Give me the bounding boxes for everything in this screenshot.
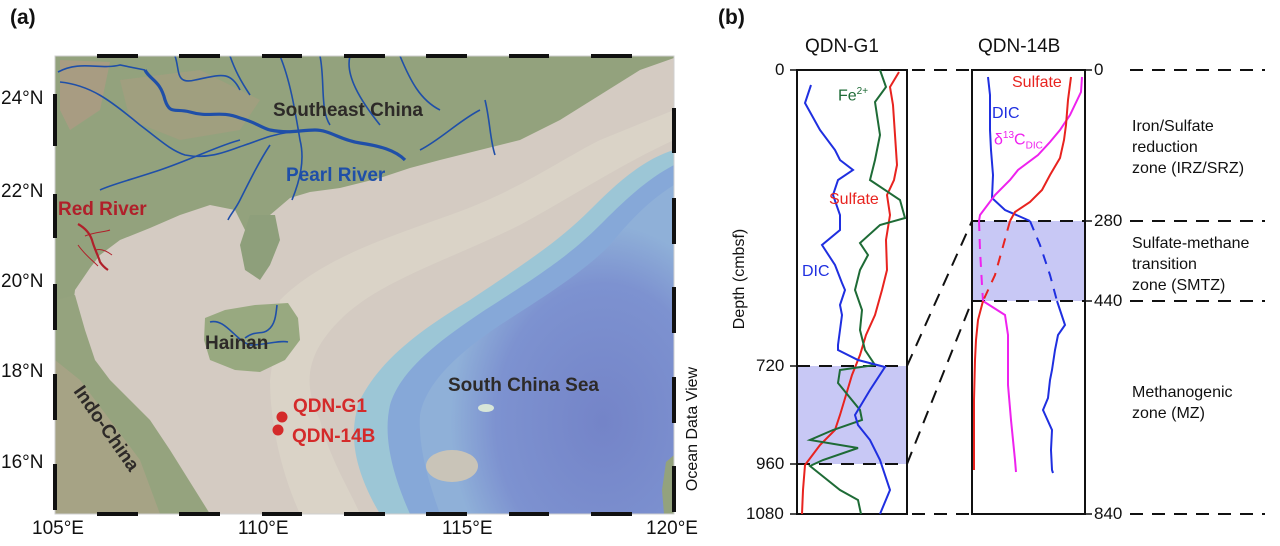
14b-label-dic: DIC (992, 105, 1020, 122)
14b-label-sulfate: Sulfate (1012, 74, 1062, 91)
panel-b-label: (b) (718, 6, 745, 29)
14b-depth-280: 280 (1094, 211, 1123, 230)
label-site-qdn-14b: QDN-14B (292, 426, 376, 447)
label-red-river: Red River (58, 199, 147, 220)
14b-label-d13c-dic: δ13CDIC (994, 130, 1043, 152)
g1-label-dic: DIC (802, 263, 830, 280)
g1-depth-0: 0 (775, 60, 785, 79)
g1-label-fe: Fe2+ (838, 86, 869, 105)
credit-ocean-data-view: Ocean Data View (684, 366, 701, 492)
14b-depth-0: 0 (1094, 60, 1104, 79)
lon-tick-120e: 120°E (646, 518, 698, 539)
lat-tick-20n: 20°N (1, 271, 44, 292)
lat-tick-22n: 22°N (1, 181, 44, 202)
g1-label-sulfate: Sulfate (829, 191, 879, 208)
14b-depth-440: 440 (1094, 291, 1123, 310)
panel-a-label: (a) (10, 6, 36, 29)
g1-depth-960: 960 (756, 454, 785, 473)
core-title-qdn-14b: QDN-14B (978, 36, 1061, 57)
label-pearl-river: Pearl River (286, 165, 386, 186)
lon-tick-110e: 110°E (238, 518, 289, 539)
g1-depth-1080: 1080 (746, 504, 784, 523)
lon-tick-105e: 105°E (32, 518, 84, 539)
label-hainan: Hainan (205, 333, 269, 354)
14b-depth-840: 840 (1094, 504, 1123, 523)
zone-smtz: Sulfate-methane transition zone (SMTZ) (1132, 235, 1250, 294)
zone-irz-srz: Iron/Sulfate reduction zone (IRZ/SRZ) (1132, 118, 1245, 177)
core-title-qdn-g1: QDN-G1 (805, 36, 879, 57)
y-axis-label: Depth (cmbsf) (731, 228, 748, 330)
lat-tick-16n: 16°N (1, 452, 44, 473)
label-south-china-sea: South China Sea (448, 375, 599, 396)
label-site-qdn-g1: QDN-G1 (293, 396, 367, 417)
lat-tick-18n: 18°N (1, 361, 44, 382)
g1-depth-720: 720 (756, 356, 785, 375)
lat-tick-24n: 24°N (1, 88, 44, 109)
label-southeast-china: Southeast China (273, 100, 423, 121)
zone-mz: Methanogenic zone (MZ) (1132, 384, 1233, 422)
site-marker-qdn-g1 (276, 411, 288, 423)
lon-tick-115e: 115°E (442, 518, 493, 539)
site-marker-qdn-14b (272, 424, 284, 436)
